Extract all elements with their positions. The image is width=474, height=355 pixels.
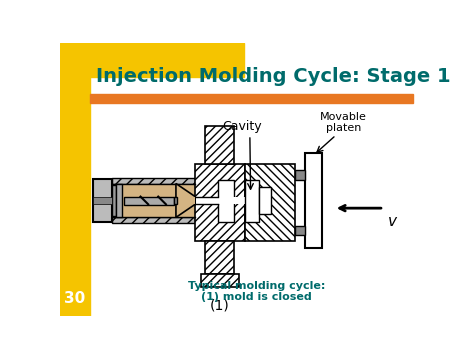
Bar (305, 153, 322, 248)
Bar (219, 180, 234, 222)
Bar (112, 178, 195, 184)
Text: Typical molding cycle:: Typical molding cycle: (188, 281, 326, 291)
Text: v: v (388, 214, 397, 229)
Bar (93, 197, 112, 203)
Bar (205, 241, 235, 274)
Bar (245, 164, 295, 241)
Bar (205, 126, 235, 164)
Bar (90, 43, 244, 77)
Bar (112, 217, 195, 223)
Text: Movable
platen: Movable platen (320, 112, 367, 133)
Text: (1) mold is closed: (1) mold is closed (201, 292, 312, 302)
Bar (295, 170, 305, 180)
Text: Injection Molding Cycle: Stage 1: Injection Molding Cycle: Stage 1 (96, 67, 450, 86)
Bar (201, 274, 239, 288)
Polygon shape (195, 164, 245, 241)
Bar (173, 197, 177, 203)
Text: (1): (1) (210, 298, 230, 312)
Bar (193, 197, 195, 204)
Bar (112, 185, 116, 216)
Bar (61, 43, 90, 316)
Polygon shape (176, 184, 195, 217)
Text: Cavity: Cavity (222, 120, 262, 133)
Bar (90, 94, 413, 103)
Bar (295, 226, 305, 235)
Text: 30: 30 (64, 291, 86, 306)
Bar (124, 197, 173, 205)
Bar (259, 187, 271, 214)
Bar (93, 179, 112, 222)
Bar (245, 180, 259, 222)
Bar (116, 184, 122, 217)
Bar (112, 184, 195, 217)
Bar (195, 197, 245, 204)
